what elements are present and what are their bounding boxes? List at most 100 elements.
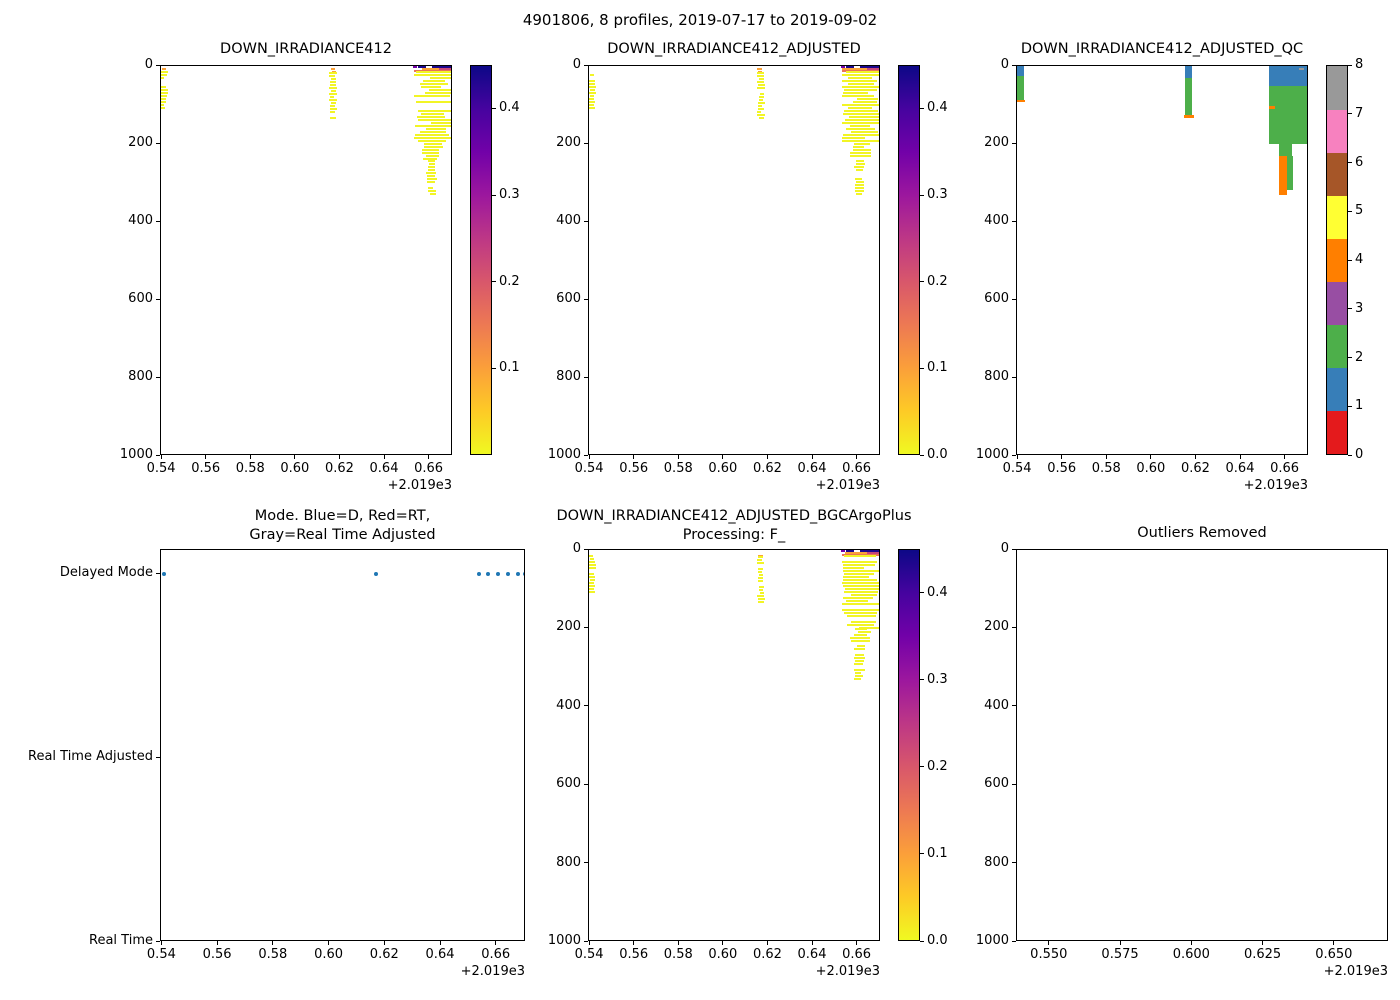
y-tick-label: 0	[144, 57, 153, 72]
x-tick-label: 0.54	[146, 461, 176, 476]
colorbar-tick	[920, 454, 924, 456]
y-category-label: Real Time	[89, 933, 153, 948]
profile-dash	[855, 671, 862, 674]
profile-dash	[413, 95, 451, 98]
profile-dash	[425, 155, 440, 158]
profile-dash	[841, 582, 879, 585]
qc-bar	[1278, 156, 1288, 195]
y-tick-label: 0	[572, 57, 581, 72]
y-tick	[1012, 862, 1016, 864]
colorbar-tick-label: 0.4	[499, 100, 520, 116]
profile-dash	[757, 579, 764, 582]
x-tick	[722, 941, 724, 945]
profile-dash	[424, 143, 443, 146]
qc-bar	[1269, 106, 1275, 109]
profile-dash	[427, 169, 435, 172]
panel-title-down_irradiance412: DOWN_IRRADIANCE412	[220, 41, 392, 57]
axis-offset-label: +2.019e3	[815, 964, 880, 979]
colorbar-tick	[920, 679, 924, 681]
x-tick-label: 0.575	[1101, 947, 1139, 962]
profile-dash	[421, 152, 439, 155]
profile-dash	[757, 107, 764, 110]
profile-bar	[845, 66, 854, 68]
profile-dash	[422, 80, 445, 83]
y-tick-label: 800	[984, 854, 1009, 870]
colorbar-tick-label: 0.4	[927, 584, 948, 600]
x-tick-label: 0.62	[1180, 461, 1210, 476]
profile-dash	[161, 95, 168, 98]
profile-dash	[757, 113, 765, 116]
y-tick-label: 0	[1000, 57, 1009, 72]
x-tick	[205, 455, 207, 459]
x-tick-label: 0.58	[258, 947, 288, 962]
y-tick-label: 800	[556, 369, 581, 384]
profile-dash	[843, 134, 879, 137]
profile-dash	[161, 74, 167, 77]
profile-dash	[855, 627, 868, 630]
colorbar-tick	[1348, 113, 1352, 115]
x-tick	[766, 455, 768, 459]
x-tick	[588, 941, 590, 945]
x-tick	[1105, 455, 1107, 459]
colorbar-tick	[920, 107, 924, 109]
panel-title-outliers_removed: Outliers Removed	[1137, 525, 1267, 541]
profile-dash	[330, 83, 336, 86]
profile-dash	[331, 101, 336, 104]
x-tick	[633, 455, 635, 459]
y-tick-label: 400	[984, 213, 1009, 228]
mode-dot	[496, 572, 501, 576]
profile-dash	[847, 83, 875, 86]
x-tick-label: 0.58	[663, 461, 693, 476]
colorbar-tick	[492, 107, 496, 109]
profile-dash	[430, 122, 451, 125]
mode-dot	[486, 572, 491, 576]
profile-dash	[757, 558, 763, 561]
x-tick	[1262, 941, 1264, 945]
colorbar-tick	[920, 592, 924, 594]
profile-dash	[424, 146, 443, 149]
colorbar-tick-label: 0.1	[499, 360, 520, 376]
profile-dash	[758, 573, 764, 576]
profile-dash	[847, 624, 874, 627]
profile-dash	[589, 576, 596, 579]
y-tick	[156, 376, 160, 378]
profile-dash	[856, 163, 865, 166]
x-tick-label: 0.64	[369, 461, 399, 476]
colorbar-tick-label: 0.1	[927, 845, 948, 861]
qc-bar	[1185, 66, 1193, 78]
profile-dash	[850, 639, 870, 642]
y-tick	[1012, 298, 1016, 300]
profile-dash	[757, 67, 763, 70]
x-tick	[1061, 455, 1063, 459]
profile-dash	[858, 630, 871, 633]
panel-mode	[160, 549, 525, 941]
x-tick-label: 0.60	[1136, 461, 1166, 476]
x-tick	[1284, 455, 1286, 459]
y-tick-label: 800	[128, 369, 153, 384]
profile-dash	[161, 77, 165, 80]
profile-dash	[426, 172, 437, 175]
profile-dash	[161, 107, 165, 110]
qc-bar	[1287, 156, 1293, 190]
colorbar-tick	[1348, 308, 1352, 310]
y-tick	[156, 756, 160, 758]
y-tick	[584, 783, 588, 785]
y-tick	[584, 64, 588, 66]
profile-dash	[427, 181, 436, 184]
axis-offset-label: +2.019e3	[1243, 478, 1308, 493]
profile-dash	[589, 579, 595, 582]
x-tick-label: 0.54	[574, 461, 604, 476]
x-tick	[428, 455, 430, 459]
profile-dash	[855, 190, 865, 193]
profile-dash	[329, 74, 336, 77]
x-tick-label: 0.56	[202, 947, 232, 962]
profile-dash	[854, 677, 862, 680]
profile-dash	[853, 633, 867, 636]
profile-dash	[589, 92, 596, 95]
profile-dash	[414, 134, 450, 137]
y-tick	[156, 572, 160, 574]
profile-dash	[758, 576, 764, 579]
y-tick-label: 400	[984, 697, 1009, 713]
qc-bar	[1269, 66, 1307, 87]
profile-dash	[418, 140, 446, 143]
